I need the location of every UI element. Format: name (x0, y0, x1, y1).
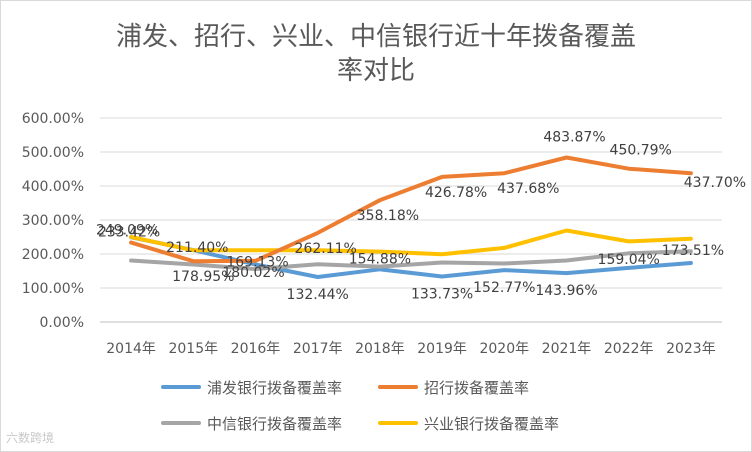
series-line (129, 228, 693, 257)
data-label: 483.87% (543, 129, 605, 145)
data-label: 249.09% (96, 222, 158, 238)
legend-label: 招行拨备覆盖率 (424, 379, 529, 397)
series-line (129, 155, 693, 264)
chart-title-line1: 浦发、招行、兴业、中信银行近十年拨备覆盖 (115, 22, 636, 52)
y-tick-label: 600.00% (22, 111, 84, 127)
data-label: 450.79% (610, 143, 672, 159)
series-line (129, 249, 693, 271)
data-label: 169.13% (226, 254, 288, 270)
data-label: 211.40% (166, 240, 228, 256)
x-tick-label: 2021年 (542, 341, 592, 357)
data-label: 132.44% (287, 287, 349, 303)
watermark: 六数跨境 (6, 431, 55, 445)
data-label: 173.51% (662, 243, 724, 259)
x-tick-label: 2016年 (231, 341, 281, 357)
y-tick-label: 0.00% (40, 315, 84, 331)
y-tick-label: 100.00% (22, 281, 84, 297)
series-line (129, 235, 693, 279)
data-label: 437.68% (497, 181, 559, 197)
legend-label: 浦发银行拨备覆盖率 (207, 379, 342, 397)
x-tick-label: 2018年 (355, 341, 405, 357)
data-label: 133.73% (411, 287, 473, 303)
x-tick-label: 2019年 (417, 341, 467, 357)
legend-label: 中信银行拨备覆盖率 (207, 415, 342, 433)
data-label: 152.77% (473, 280, 535, 296)
data-label: 437.70% (684, 175, 746, 191)
y-tick-label: 300.00% (22, 213, 84, 229)
y-tick-label: 200.00% (22, 247, 84, 263)
x-tick-label: 2017年 (293, 341, 343, 357)
y-tick-label: 400.00% (22, 179, 84, 195)
data-label: 358.18% (357, 208, 419, 224)
data-label: 233.42% (98, 225, 160, 241)
y-tick-label: 500.00% (22, 145, 84, 161)
data-label: 180.02% (222, 265, 284, 281)
data-label: 159.04% (598, 252, 660, 268)
x-tick-label: 2014年 (106, 341, 156, 357)
data-label: 143.96% (535, 283, 597, 299)
x-tick-label: 2015年 (168, 341, 218, 357)
data-label: 426.78% (425, 185, 487, 201)
data-label: 262.11% (295, 241, 357, 257)
data-label: 154.88% (349, 251, 411, 267)
x-tick-label: 2020年 (479, 341, 529, 357)
legend-label: 兴业银行拨备覆盖率 (424, 415, 559, 433)
x-tick-label: 2022年 (604, 341, 654, 357)
chart-title-line2: 率对比 (336, 56, 415, 86)
x-tick-label: 2023年 (666, 341, 716, 357)
data-label: 178.95% (172, 269, 234, 285)
